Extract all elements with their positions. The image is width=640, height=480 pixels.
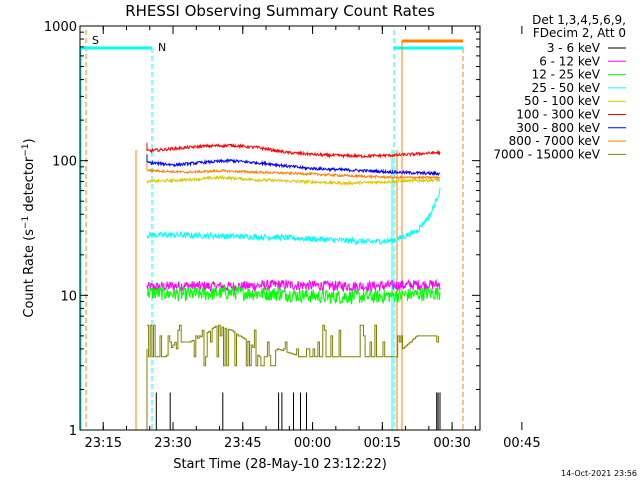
- chart-title: RHESSI Observing Summary Count Rates: [125, 2, 435, 20]
- x-axis-label: Start Time (28-May-10 23:12:22): [173, 457, 387, 472]
- legend-label-4: 50 - 100 keV: [524, 94, 601, 108]
- legend-header-line-1: Det 1,3,4,5,6,9,: [532, 13, 626, 27]
- series-line-5: [146, 142, 441, 159]
- state-overlays: S N: [80, 30, 464, 430]
- series-8: [146, 324, 439, 430]
- legend-label-1: 6 - 12 keV: [539, 54, 601, 68]
- legend-label-5: 100 - 300 keV: [516, 108, 600, 122]
- x-tick-label-0: 23:15: [85, 436, 122, 451]
- x-tick-label-3: 00:00: [294, 436, 331, 451]
- series-4: [146, 174, 441, 187]
- y-axis-label: Count Rate (s−1 detector−1): [21, 138, 37, 317]
- legend-label-2: 12 - 25 keV: [532, 68, 601, 82]
- y-tick-label-2: 100: [52, 155, 77, 170]
- x-tick-label-6: 00:45: [503, 436, 540, 451]
- legend-label-7: 800 - 7000 keV: [509, 134, 601, 148]
- x-tick-label-4: 00:15: [364, 436, 401, 451]
- series-3: [146, 187, 441, 246]
- series-line-1: [146, 278, 441, 293]
- x-tick-label-1: 23:30: [154, 436, 191, 451]
- legend-label-0: 3 - 6 keV: [547, 41, 601, 55]
- legend-label-3: 25 - 50 keV: [532, 81, 601, 95]
- footer-date: 14-Oct-2021 23:56: [561, 469, 637, 478]
- series-line-3: [146, 187, 441, 246]
- plot-frame: [79, 25, 481, 431]
- axes-layer: 23:15 23:30 23:45 00:00 00:15 00:30 00:45 1 10 10…: [44, 20, 541, 451]
- series-line-6: [146, 154, 441, 177]
- series-line-2: [146, 284, 441, 305]
- x-tick-label-5: 00:30: [433, 436, 470, 451]
- y-tick-label-1: 10: [60, 289, 77, 304]
- series-line-7: [146, 162, 440, 181]
- legend-label-8: 7000 - 15000 keV: [493, 147, 600, 161]
- series-line-0: [155, 392, 441, 430]
- legend-label-6: 300 - 800 keV: [516, 121, 600, 135]
- series-7: [146, 162, 440, 181]
- night-label: N: [158, 41, 166, 54]
- legend-header-line-2: FDecim 2, Att 0: [533, 26, 626, 40]
- series-0: [155, 392, 441, 430]
- legend: Det 1,3,4,5,6,9, FDecim 2, Att 0 3 - 6 k…: [493, 13, 626, 161]
- series-5: [146, 142, 441, 159]
- series-layer: [146, 142, 441, 430]
- y-tick-label-0: 1: [69, 424, 77, 439]
- series-2: [146, 284, 441, 305]
- series-line-8: [146, 324, 439, 430]
- series-6: [146, 154, 441, 177]
- series-line-4: [146, 174, 441, 187]
- x-tick-label-2: 23:45: [224, 436, 261, 451]
- y-tick-label-3: 1000: [44, 20, 77, 35]
- series-1: [146, 278, 441, 293]
- saa-label: S: [92, 34, 99, 47]
